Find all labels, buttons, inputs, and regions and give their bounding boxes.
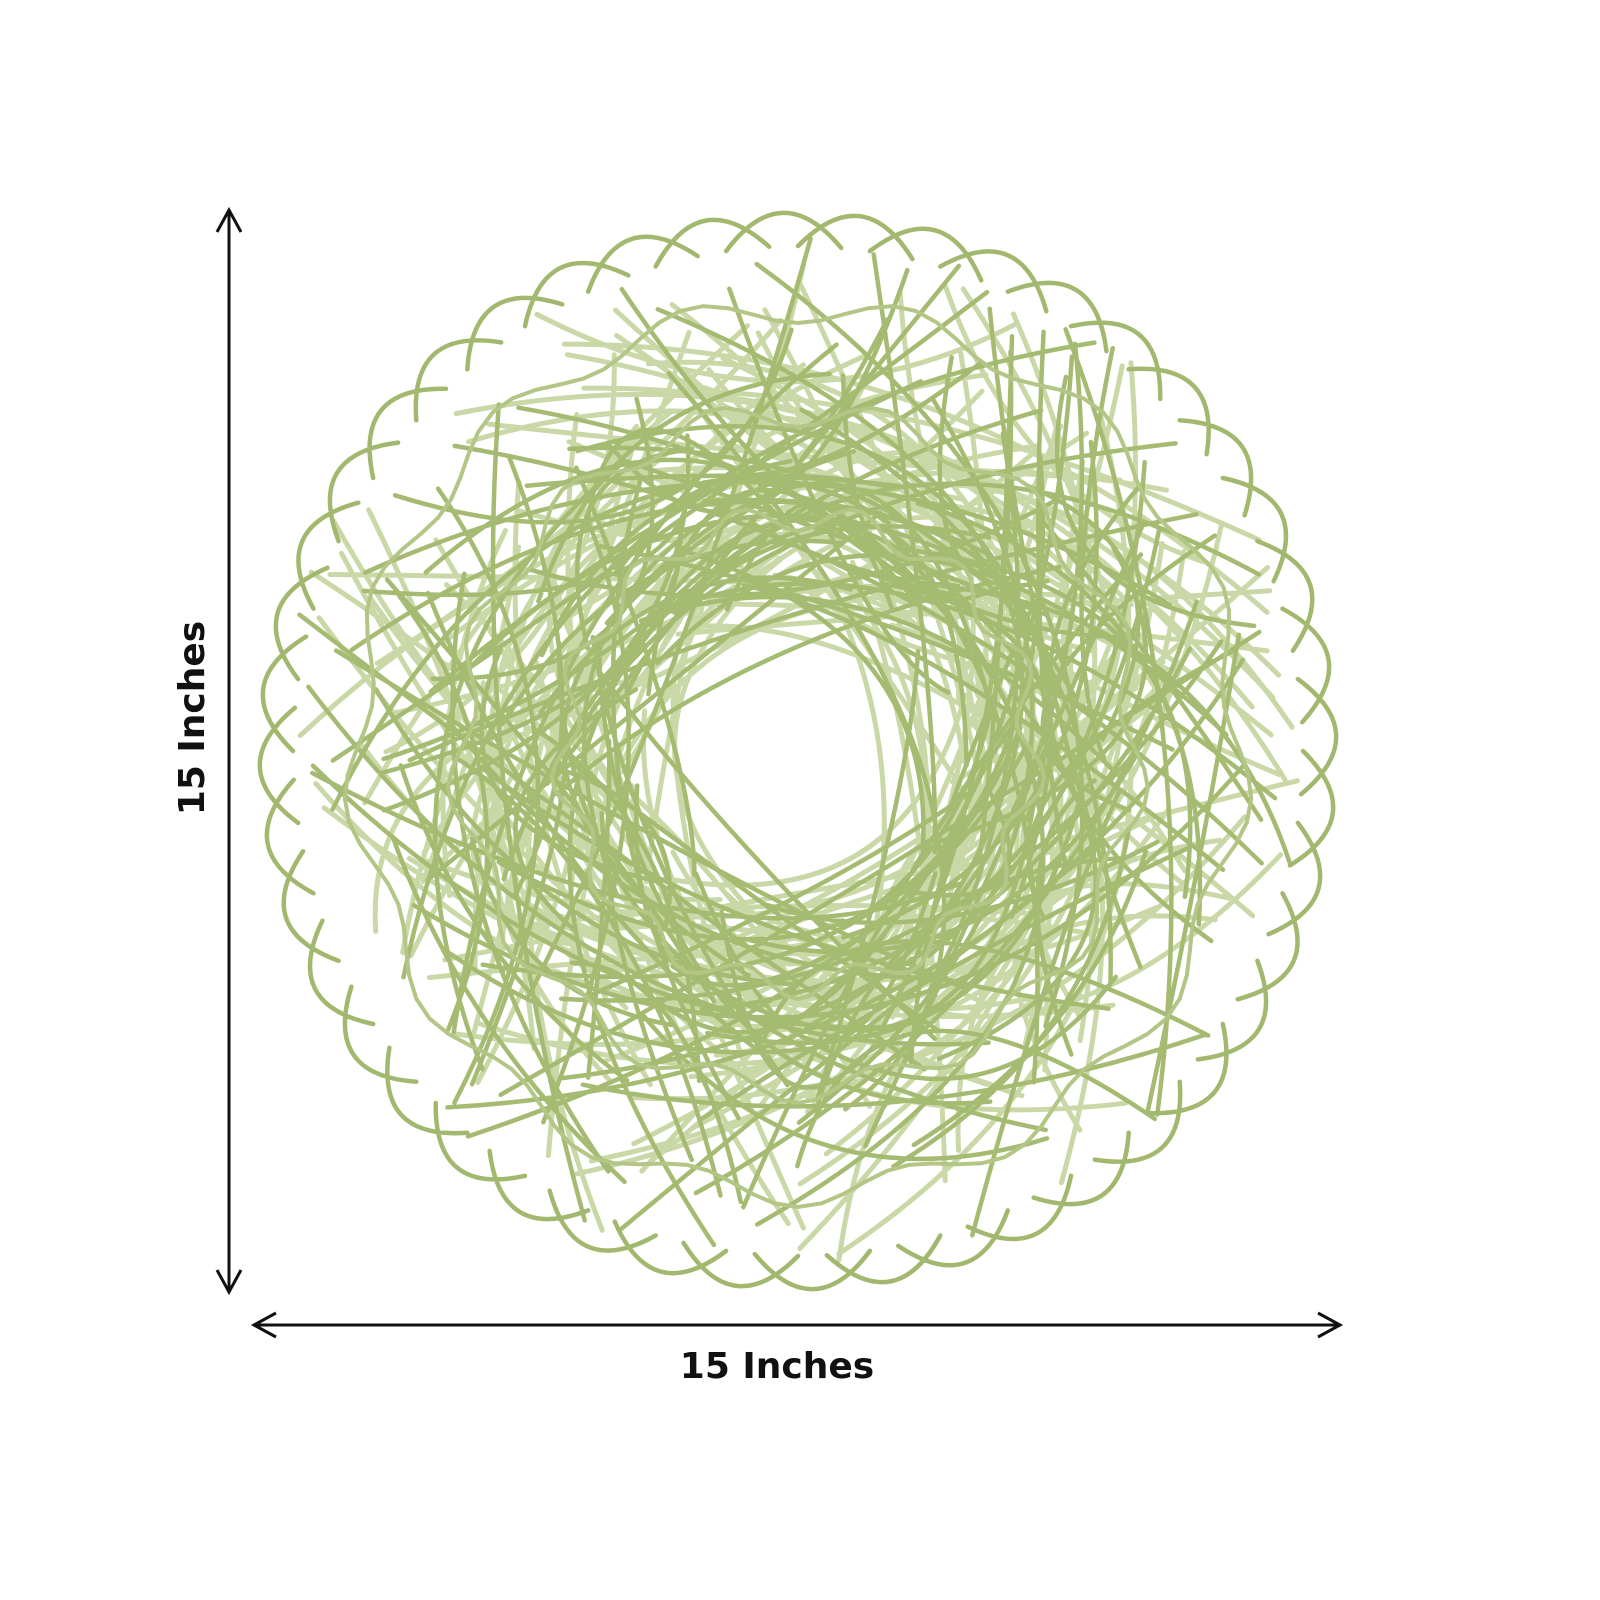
width-arrow — [250, 1311, 1344, 1339]
height-label: 15 Inches — [172, 621, 213, 815]
weave-ring — [342, 304, 1254, 1210]
weave-ring — [549, 507, 1047, 1002]
woven-placemat — [257, 210, 1339, 1292]
width-label: 15 Inches — [680, 1346, 874, 1387]
weave-ring — [446, 405, 1150, 1106]
scalloped-edge — [257, 210, 1339, 1292]
height-arrow — [215, 206, 243, 1296]
